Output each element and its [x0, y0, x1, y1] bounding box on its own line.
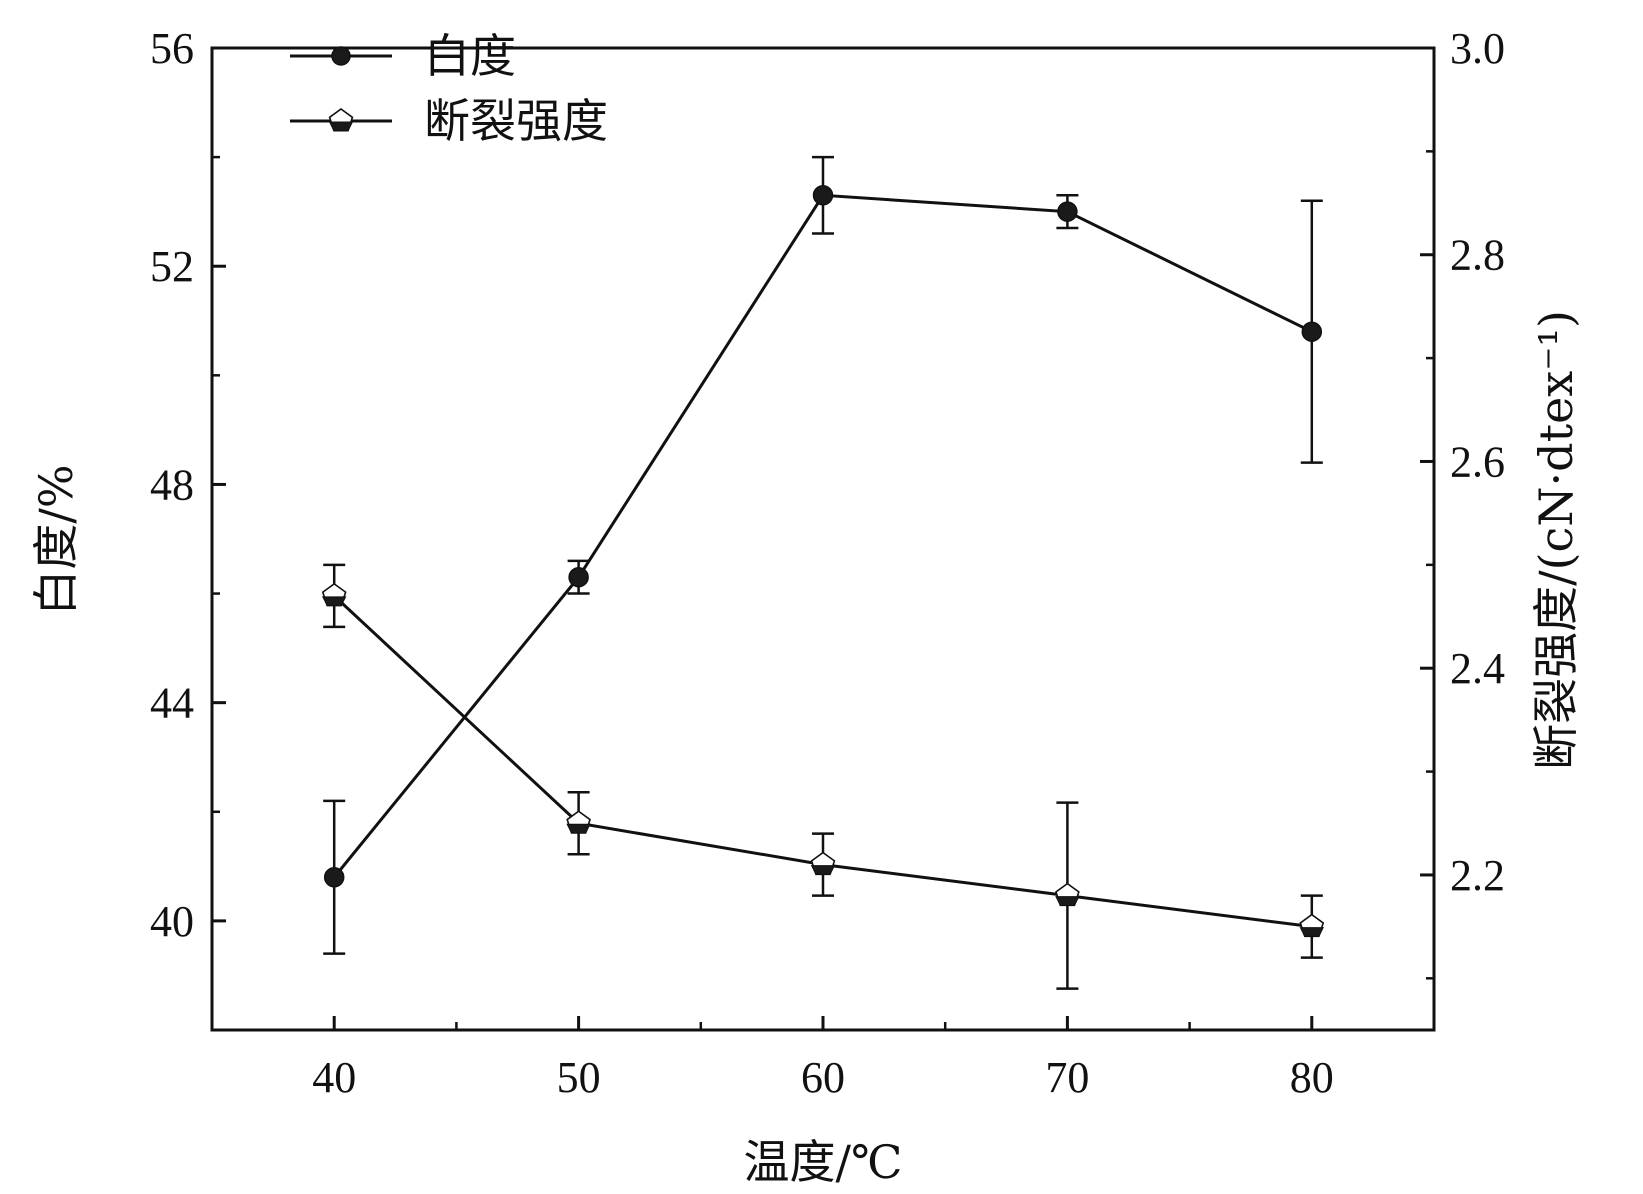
point-1-1 [566, 810, 591, 834]
point-1-1-fill [566, 823, 591, 834]
point-0-2 [812, 185, 834, 206]
y-tick-label-52: 52 [150, 242, 194, 291]
x-tick-label-80: 80 [1290, 1053, 1334, 1102]
point-0-0 [323, 866, 345, 888]
point-1-4 [1299, 913, 1325, 938]
point-0-1 [568, 566, 589, 588]
y-tick-label-48: 48 [150, 460, 194, 509]
y-tick-label-40: 40 [150, 897, 194, 946]
legend: 白度 断裂强度 [290, 29, 608, 148]
y2-tick-label-2.8: 2.8 [1450, 231, 1505, 280]
y-tick-label-56: 56 [150, 24, 194, 73]
y2-tick-label-3.0: 3.0 [1450, 24, 1505, 73]
point-1-3-fill [1055, 896, 1080, 906]
right-y-axis-title: 断裂强度/(cN·dtex⁻¹) [1529, 310, 1583, 770]
x-tick-label-40: 40 [312, 1053, 356, 1102]
series-layer [321, 155, 1325, 990]
y2-tick-label-2.6: 2.6 [1450, 437, 1505, 486]
legend-label-whiteness: 白度 [424, 29, 516, 83]
series-line-0 [333, 193, 1313, 879]
x-tick-label-50: 50 [557, 1053, 601, 1102]
x-tick-label-70: 70 [1045, 1053, 1089, 1102]
legend-pentagon-shape [328, 108, 354, 132]
point-0-3 [1057, 201, 1078, 222]
left-y-axis-title: 白度/% [29, 464, 83, 615]
point-1-3 [1055, 882, 1080, 907]
y2-tick-label-2.2: 2.2 [1450, 851, 1505, 900]
point-1-0-fill [321, 596, 347, 607]
legend-label-breaking-strength: 断裂强度 [424, 94, 608, 148]
y2-tick-label-2.4: 2.4 [1450, 644, 1505, 693]
legend-pentagon-shape-fill [328, 121, 354, 132]
legend-marker-breaking-strength [328, 108, 354, 132]
point-1-2 [810, 851, 836, 876]
point-1-0 [321, 582, 347, 607]
point-1-2-fill [810, 865, 836, 875]
right-y-axis-ticks: 2.2 2.4 2.6 2.8 3.0 [1420, 24, 1505, 980]
legend-marker-whiteness [331, 46, 351, 66]
x-tick-label-60: 60 [801, 1053, 845, 1102]
point-1-4-fill [1299, 927, 1325, 937]
x-axis-title: 温度/℃ [744, 1135, 903, 1189]
point-0-4 [1301, 321, 1323, 342]
x-axis-ticks: 40 50 60 70 80 [312, 1016, 1334, 1102]
left-y-axis-ticks: 40 44 48 52 56 [150, 24, 226, 946]
y-tick-label-44: 44 [150, 679, 194, 728]
